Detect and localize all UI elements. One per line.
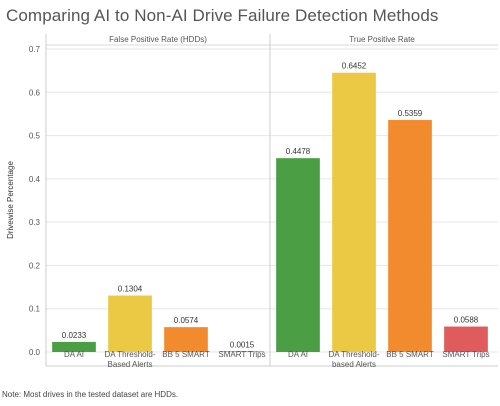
data-label: 0.0588 (454, 316, 479, 325)
bar (108, 295, 152, 352)
x-tick-label: based Alerts (332, 360, 376, 369)
x-tick-label: DA AI (64, 350, 84, 359)
y-tick-label: 0.3 (29, 218, 41, 227)
x-tick-label: Based Alerts (108, 360, 153, 369)
x-tick-label: BB 5 SMART (386, 350, 434, 359)
x-tick-label: DA Threshold- (329, 350, 380, 359)
data-label: 0.1304 (118, 285, 143, 294)
y-tick-label: 0.4 (29, 175, 41, 184)
bar (332, 72, 376, 352)
y-tick-label: 0.6 (29, 88, 41, 97)
x-tick-label: SMART Trips (218, 350, 265, 359)
bar (444, 326, 488, 352)
bar (164, 327, 208, 352)
bar (276, 158, 320, 352)
chart-title: Comparing AI to Non-AI Drive Failure Det… (6, 6, 439, 25)
x-tick-label: BB 5 SMART (162, 350, 210, 359)
data-label: 0.6452 (342, 62, 367, 71)
data-label: 0.5359 (398, 109, 423, 118)
y-tick-label: 0.2 (29, 261, 41, 270)
data-label: 0.0574 (174, 316, 199, 325)
x-tick-label: SMART Trips (442, 350, 489, 359)
y-tick-label: 0.5 (29, 132, 41, 141)
panel-header: False Positive Rate (HDDs) (109, 35, 207, 44)
y-tick-label: 0.1 (29, 305, 41, 314)
bar (52, 341, 96, 352)
data-label: 0.0015 (230, 340, 255, 349)
y-axis-label: Drivewise Percentage (6, 161, 15, 239)
data-label: 0.0233 (62, 331, 87, 340)
x-tick-label: DA Threshold- (105, 350, 156, 359)
y-tick-label: 0.7 (29, 45, 41, 54)
data-label: 0.4478 (286, 147, 311, 156)
panel-header: True Positive Rate (349, 35, 415, 44)
bar (388, 120, 432, 352)
bar (220, 351, 264, 352)
y-tick-label: 0.0 (29, 348, 41, 357)
x-tick-label: DA AI (288, 350, 308, 359)
footnote: Note: Most drives in the tested dataset … (2, 390, 179, 399)
